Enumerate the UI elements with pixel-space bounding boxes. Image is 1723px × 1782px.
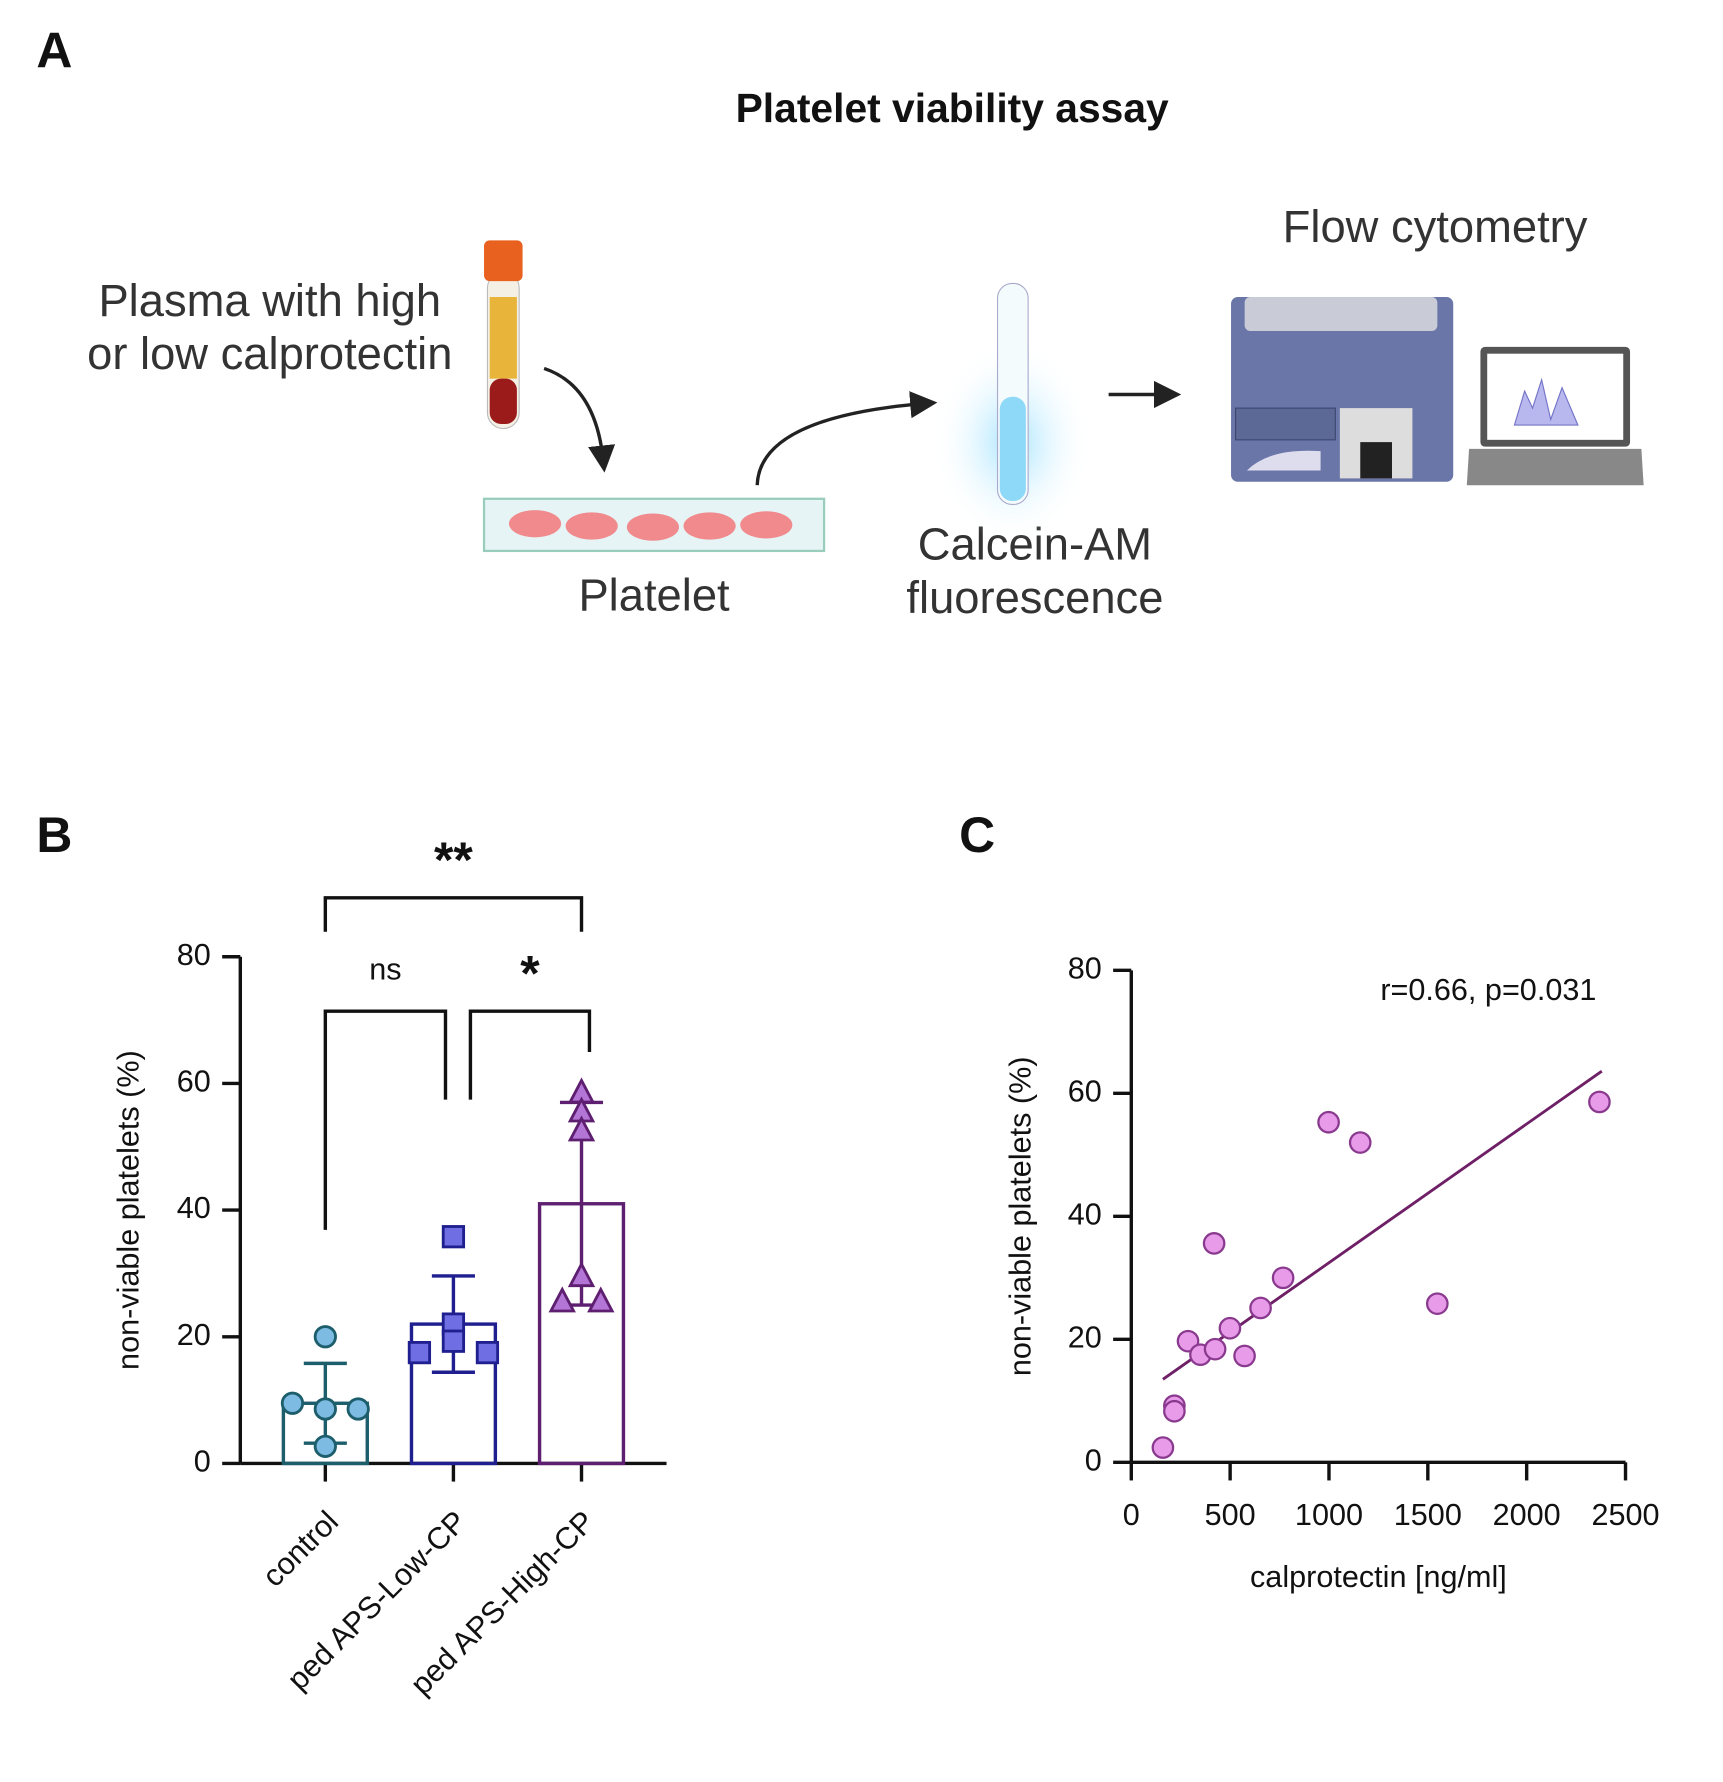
step-label: Flow cytometry (1283, 201, 1588, 252)
significance-label: ns (369, 953, 401, 987)
y-tick-label: 0 (194, 1445, 211, 1479)
significance-bracket (323, 1009, 448, 1230)
data-point (1203, 1337, 1227, 1361)
data-point (548, 1286, 576, 1313)
data-point (441, 1329, 466, 1353)
panel-label: C (959, 807, 995, 863)
data-point (313, 1325, 337, 1349)
data-point (441, 1225, 466, 1249)
cytometer-icon (1231, 297, 1454, 482)
y-tick-label: 60 (1068, 1074, 1102, 1108)
data-point (1271, 1266, 1295, 1290)
y-tick-label: 60 (177, 1064, 211, 1098)
panel-label: A (36, 23, 72, 79)
x-tick-label: control (256, 1504, 345, 1593)
significance-bracket (323, 896, 584, 932)
data-point (1151, 1436, 1175, 1459)
data-point (1425, 1292, 1449, 1315)
y-tick-label: 20 (1068, 1320, 1102, 1354)
data-point (567, 1261, 596, 1288)
dish-icon (482, 497, 826, 553)
data-point (1249, 1296, 1272, 1320)
data-point (1588, 1090, 1611, 1114)
arrow (755, 391, 938, 486)
x-tick-label: 500 (1205, 1498, 1256, 1532)
y-axis-label: non-viable platelets (%) (1004, 1056, 1038, 1376)
fluorescent-tube-icon (932, 282, 1092, 545)
data-point (407, 1340, 432, 1365)
data-point (346, 1397, 370, 1421)
significance-label: ** (434, 832, 473, 888)
data-point (475, 1340, 500, 1365)
x-tick-label: 1000 (1295, 1498, 1363, 1532)
y-tick-label: 80 (1068, 951, 1102, 985)
diagram-title: Platelet viability assay (736, 85, 1169, 131)
y-tick-label: 0 (1085, 1443, 1102, 1477)
annotation: r=0.66, p=0.031 (1380, 973, 1596, 1007)
data-point (1163, 1399, 1186, 1423)
data-point (1202, 1232, 1226, 1255)
significance-bracket (468, 1009, 592, 1100)
data-point (587, 1286, 615, 1313)
y-tick-label: 20 (177, 1318, 211, 1352)
y-tick-label: 40 (1068, 1197, 1102, 1231)
x-tick-label: 2000 (1493, 1498, 1561, 1532)
step-label: Platelet (578, 570, 730, 621)
data-point (313, 1397, 337, 1421)
data-point (313, 1434, 337, 1458)
significance-label: * (520, 945, 540, 1001)
blood-tube-icon (484, 240, 523, 430)
step-label: or low calprotectin (87, 328, 452, 379)
laptop-icon (1466, 346, 1644, 486)
y-tick-label: 40 (177, 1191, 211, 1225)
step-label: Plasma with high (98, 275, 441, 326)
panel-label: B (36, 807, 72, 863)
y-axis-label: non-viable platelets (%) (111, 1050, 145, 1370)
x-axis-label: calprotectin [ng/ml] (1250, 1560, 1507, 1594)
data-point (567, 1115, 596, 1142)
data-point (1218, 1316, 1242, 1340)
data-point (1317, 1110, 1340, 1134)
data-point (280, 1391, 305, 1415)
data-point (1233, 1344, 1256, 1368)
data-point (1348, 1131, 1372, 1154)
step-label: fluorescence (906, 572, 1163, 623)
x-tick-label: 2500 (1591, 1498, 1659, 1532)
x-tick-label: 0 (1123, 1498, 1140, 1532)
x-tick-label: 1500 (1394, 1498, 1462, 1532)
y-tick-label: 80 (177, 938, 211, 972)
arrow (543, 366, 616, 473)
